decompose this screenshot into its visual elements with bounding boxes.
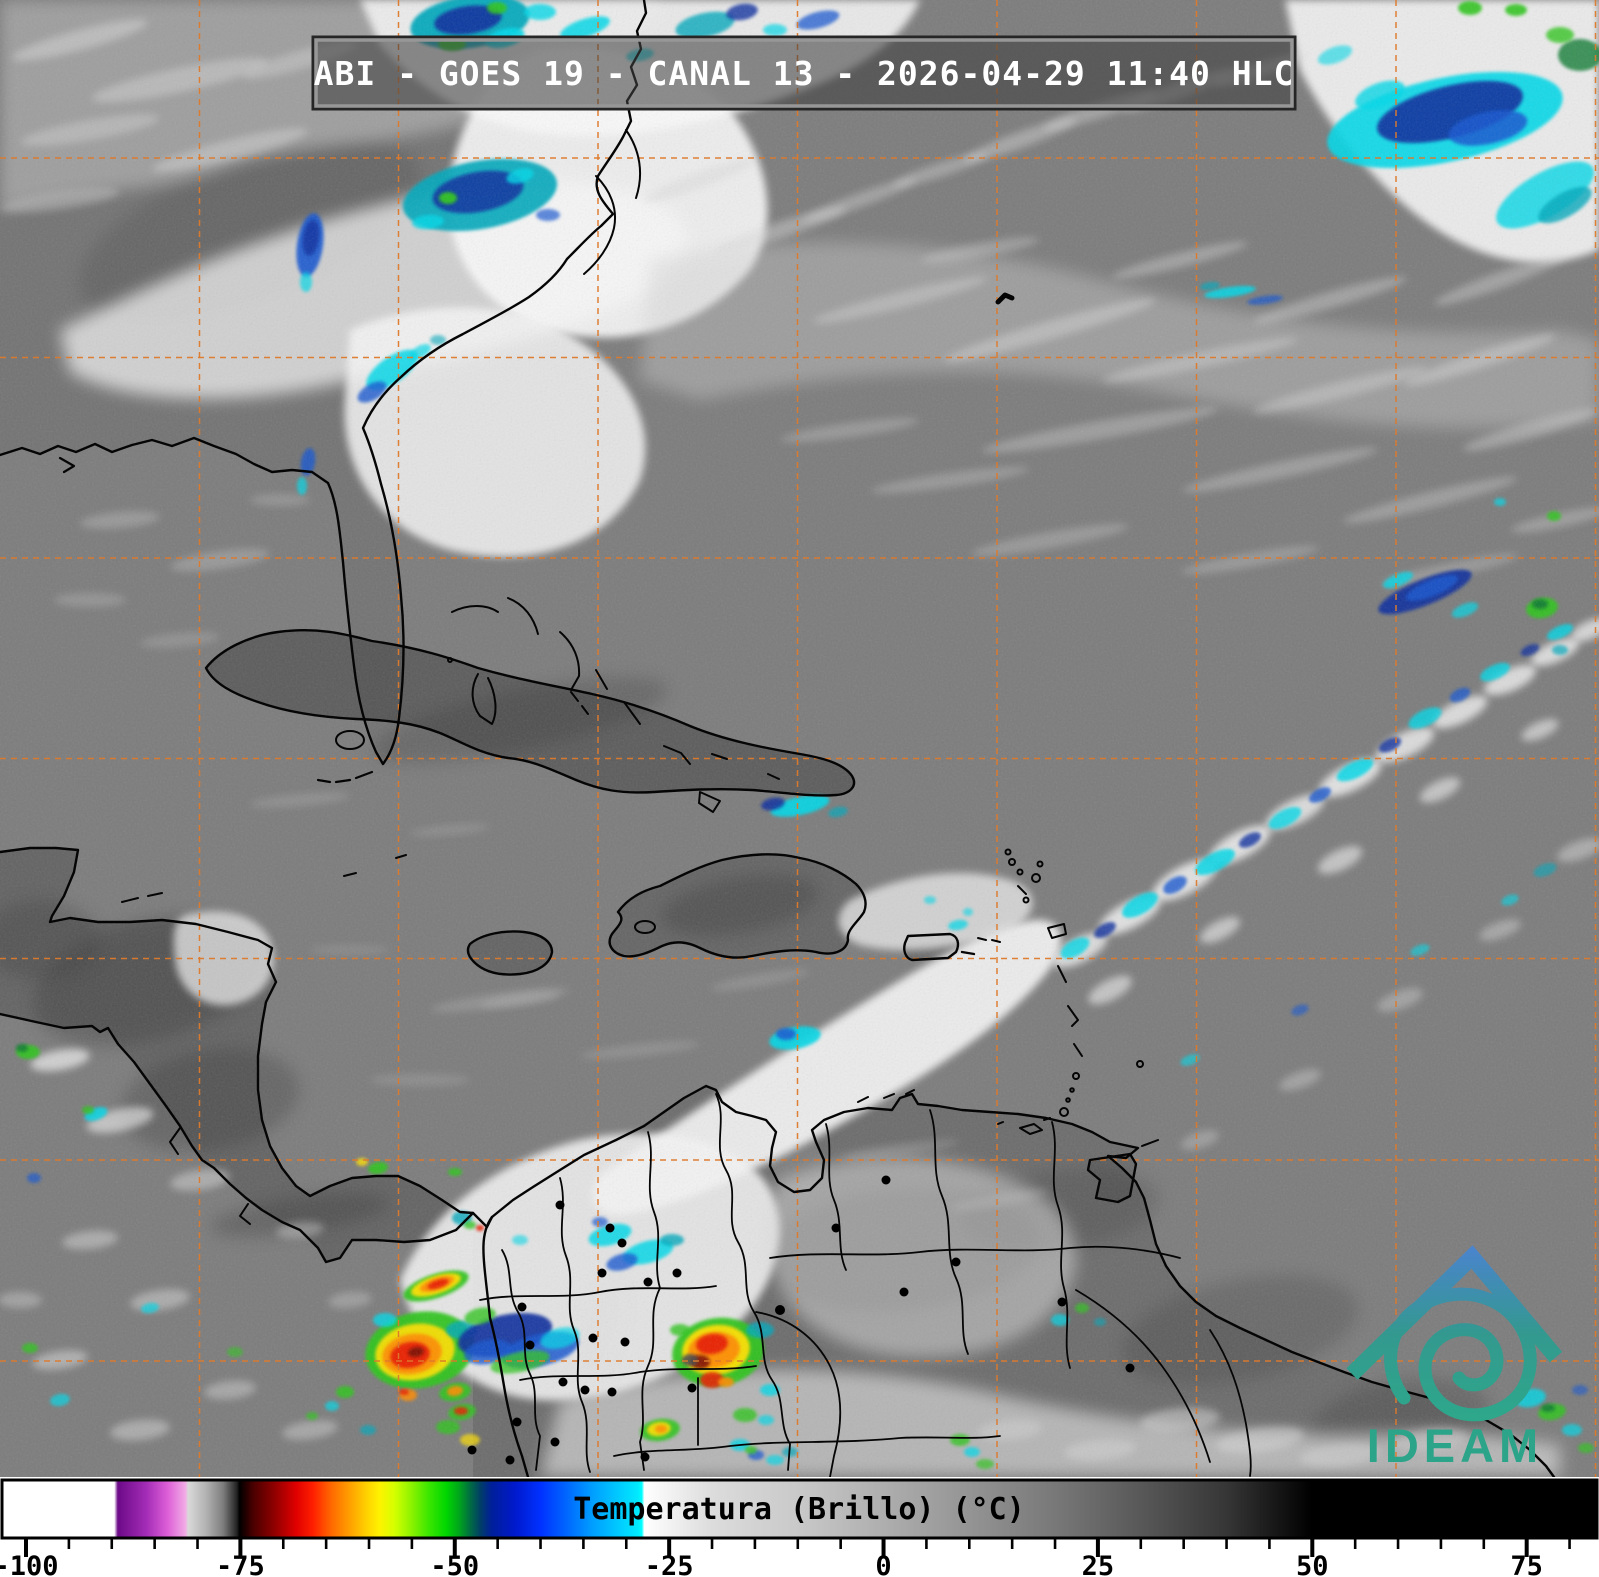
tick-label: 25 [1082, 1551, 1115, 1577]
tick-label: 50 [1296, 1551, 1329, 1577]
image-title: ABI - GOES 19 - CANAL 13 - 2026-04-29 11… [314, 54, 1295, 93]
colorbar-ticks: -100 -75 -50 -25 0 25 50 75 [0, 1539, 1571, 1577]
tick-label: -75 [216, 1551, 265, 1577]
ideam-watermark-text: IDEAM [1367, 1419, 1543, 1472]
political-borders [479, 1093, 1252, 1478]
tick-label: -100 [0, 1551, 59, 1577]
colorbar-title: Temperatura (Brillo) (°C) [573, 1492, 1025, 1527]
city-dots [467, 1175, 1135, 1465]
sensor-grain-overlay [0, 0, 1599, 1477]
hurricane-spiral-icon [1384, 1287, 1537, 1422]
graticule-gridlines [0, 0, 1599, 1477]
coastline-layer [0, 0, 1556, 1479]
tick-label: 0 [875, 1551, 891, 1577]
tick-label: 75 [1510, 1551, 1543, 1577]
bermuda-island [995, 292, 1015, 305]
colorbar-legend: -100 -75 -50 -25 0 25 50 75 Temperatura (Brillo… [0, 1477, 1599, 1577]
temperature-colorbar [0, 1478, 1599, 1540]
title-bar: ABI - GOES 19 - CANAL 13 - 2026-04-29 11… [311, 35, 1297, 111]
ideam-logo: IDEAM [1346, 1245, 1563, 1472]
tick-label: -50 [430, 1551, 479, 1577]
tick-label: -25 [645, 1551, 694, 1577]
